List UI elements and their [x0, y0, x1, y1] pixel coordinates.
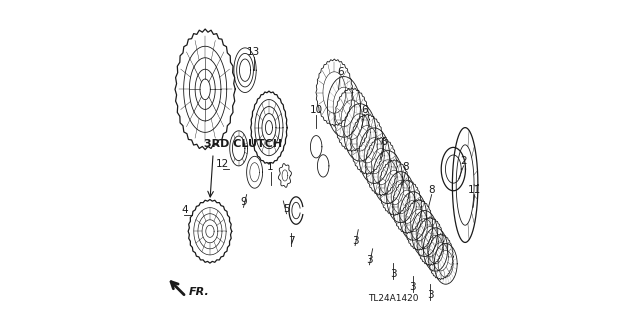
Text: 6: 6 [380, 137, 387, 147]
Text: 3: 3 [352, 236, 358, 246]
Text: 6: 6 [362, 105, 368, 115]
Text: 3: 3 [390, 269, 397, 279]
Text: 6: 6 [337, 67, 344, 77]
Text: 5: 5 [283, 204, 290, 214]
Text: 10: 10 [310, 105, 323, 115]
Text: 8: 8 [402, 162, 409, 172]
Text: 3RD CLUTCH: 3RD CLUTCH [204, 138, 282, 149]
Text: 8: 8 [428, 185, 435, 195]
Text: 11: 11 [468, 185, 481, 195]
Text: 1: 1 [268, 162, 274, 172]
Text: FR.: FR. [189, 287, 210, 297]
Text: 13: 13 [247, 48, 260, 57]
Text: 12: 12 [216, 159, 229, 169]
Text: 7: 7 [288, 236, 294, 246]
Text: 3: 3 [366, 255, 372, 265]
Text: 4: 4 [181, 205, 188, 215]
Text: 3: 3 [427, 290, 433, 300]
Text: 2: 2 [460, 156, 467, 166]
Text: 3: 3 [409, 282, 416, 292]
Text: 9: 9 [240, 197, 247, 207]
Text: TL24A1420: TL24A1420 [368, 294, 419, 303]
